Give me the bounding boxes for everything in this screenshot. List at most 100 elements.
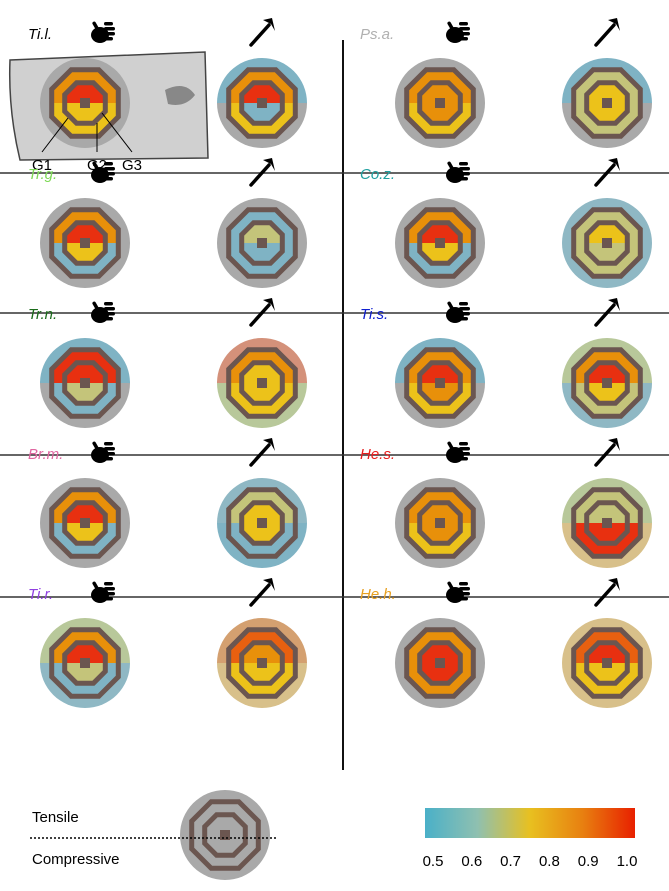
strain-disk [395, 338, 485, 428]
finger [459, 22, 468, 26]
hand-icon [91, 441, 115, 463]
finger [104, 592, 115, 596]
ring [49, 67, 121, 139]
species-label: He.s. [360, 446, 395, 463]
finger [459, 172, 470, 176]
hammer-icon [249, 18, 275, 47]
strain-disk [562, 618, 652, 708]
handle [249, 303, 271, 327]
handle [594, 23, 616, 47]
thumb [92, 21, 99, 30]
hand-icon [446, 301, 470, 323]
ring [417, 500, 463, 546]
legend-text: Tensile [32, 809, 79, 826]
thumb [92, 161, 99, 170]
ring [404, 347, 476, 419]
center [80, 378, 90, 388]
head [263, 18, 275, 31]
ring [62, 500, 108, 546]
hand-icon [446, 161, 470, 183]
species-label: Tr.g. [28, 166, 57, 183]
ring [239, 640, 285, 686]
ring [226, 207, 298, 279]
strain-disk [395, 618, 485, 708]
finger [459, 597, 468, 601]
thumb [92, 301, 99, 310]
handle [594, 443, 616, 467]
strain-disk [395, 478, 485, 568]
finger [459, 27, 470, 31]
thumb [447, 21, 454, 30]
colorbar-tick-label: 0.6 [461, 853, 482, 870]
finger [104, 177, 113, 181]
species-label: He.h. [360, 586, 396, 603]
ring [584, 640, 630, 686]
head [608, 158, 620, 171]
thumb [92, 581, 99, 590]
finger [459, 162, 468, 166]
center [257, 658, 267, 668]
ring [571, 67, 643, 139]
strain-disk [217, 198, 307, 288]
strain-disk [40, 478, 130, 568]
ring [226, 347, 298, 419]
handle [594, 303, 616, 327]
hammer-icon [249, 578, 275, 607]
handle [594, 583, 616, 607]
ring [62, 360, 108, 406]
thumb [447, 161, 454, 170]
species-label: Ps.a. [360, 26, 394, 43]
center [602, 518, 612, 528]
strain-disk [217, 58, 307, 148]
ring [404, 627, 476, 699]
center [220, 830, 230, 840]
ring [571, 207, 643, 279]
ring [239, 500, 285, 546]
center [257, 238, 267, 248]
strain-disk [562, 198, 652, 288]
finger [104, 302, 113, 306]
colorbar [425, 808, 635, 838]
finger [104, 37, 113, 41]
ring [584, 500, 630, 546]
ring [62, 220, 108, 266]
strain-disk [40, 338, 130, 428]
finger [459, 32, 470, 36]
species-label: Tr.n. [28, 306, 57, 323]
finger [104, 307, 115, 311]
head [608, 18, 620, 31]
finger [459, 177, 468, 181]
handle [249, 443, 271, 467]
legend-text: Compressive [32, 851, 120, 868]
head [608, 438, 620, 451]
ring [584, 360, 630, 406]
hand-icon [91, 301, 115, 323]
center [602, 378, 612, 388]
finger [104, 22, 113, 26]
finger [459, 312, 470, 316]
finger [104, 582, 113, 586]
ring [404, 207, 476, 279]
ring [49, 347, 121, 419]
ring [239, 220, 285, 266]
head [263, 578, 275, 591]
strain-disk [180, 790, 270, 880]
handle [249, 163, 271, 187]
hammer-icon [594, 298, 620, 327]
hammer-icon [594, 578, 620, 607]
thumb [92, 441, 99, 450]
hammer-icon [249, 298, 275, 327]
thumb [447, 581, 454, 590]
species-label: Br.m. [28, 446, 63, 463]
center [257, 378, 267, 388]
colorbar-tick-label: 0.8 [539, 853, 560, 870]
handle [249, 23, 271, 47]
species-label: Co.z. [360, 166, 395, 183]
ring [571, 347, 643, 419]
thumb [447, 441, 454, 450]
center [257, 518, 267, 528]
finger [459, 582, 468, 586]
handle [249, 583, 271, 607]
hand-icon [446, 21, 470, 43]
